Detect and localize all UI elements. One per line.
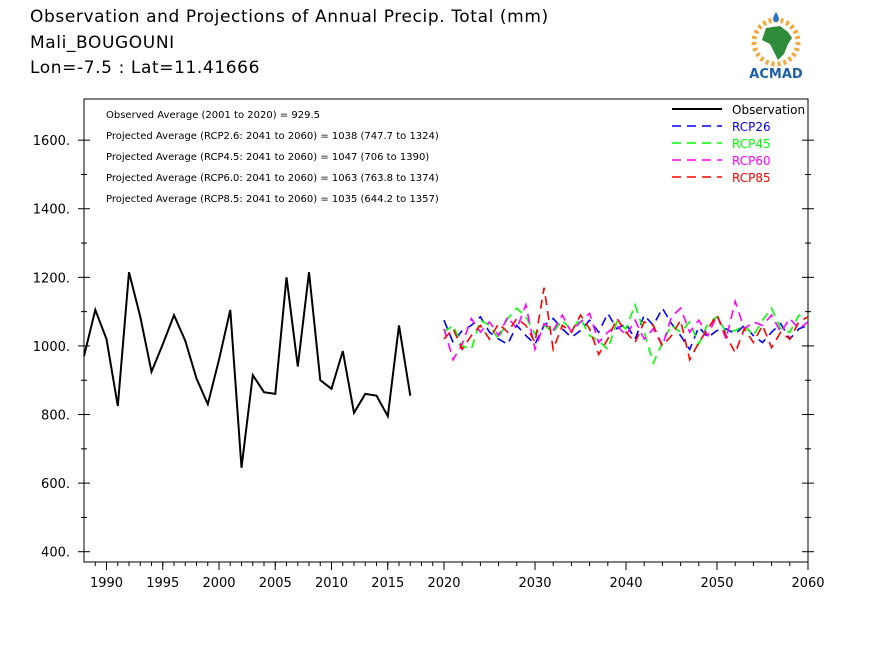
legend-label: RCP45	[732, 137, 771, 151]
y-tick-label: 400.	[41, 546, 70, 561]
x-tick-label: 2010	[315, 576, 348, 591]
y-tick-label: 1200.	[33, 271, 70, 286]
chart-legend: Observation RCP26 RCP45 RCP60 RCP85	[672, 103, 805, 185]
annotation-text: Observed Average (2001 to 2020) = 929.5	[106, 110, 320, 121]
y-tick-label: 1000.	[33, 340, 70, 355]
series-line-rcp85	[443, 287, 809, 362]
legend-label: RCP60	[732, 154, 771, 168]
legend-label: RCP85	[732, 171, 771, 185]
x-tick-label: 2005	[259, 576, 292, 591]
annotation-text: Projected Average (RCP6.0: 2041 to 2060)…	[106, 173, 439, 184]
x-tick-label: 2050	[700, 576, 733, 591]
chart-title: Observation and Projections of Annual Pr…	[30, 7, 549, 27]
logo-text: ACMAD	[749, 67, 803, 82]
x-tick-label: 2020	[427, 576, 460, 591]
x-tick-label: 1995	[146, 576, 179, 591]
x-tick-label: 1990	[90, 576, 123, 591]
y-tick-label: 1400.	[33, 203, 70, 218]
legend-label: RCP26	[732, 120, 771, 134]
x-tick-label: 2000	[202, 576, 235, 591]
coordinates-text: Lon=-7.5 : Lat=11.41666	[30, 58, 261, 78]
series-line-rcp60	[443, 298, 809, 362]
annotation-text: Projected Average (RCP2.6: 2041 to 2060)…	[106, 131, 439, 142]
series-line-rcp26	[443, 306, 809, 352]
location-name: Mali_BOUGOUNI	[30, 33, 175, 53]
y-tick-label: 600.	[41, 477, 70, 492]
chart-ticks: 400. 600. 800. 1000. 1200. 1400. 1600. 1990 1995…	[33, 134, 825, 591]
series-line-rcp45	[443, 302, 809, 366]
x-tick-label: 2015	[371, 576, 404, 591]
legend-label: Observation	[732, 103, 805, 117]
x-tick-label: 2040	[609, 576, 642, 591]
x-tick-label: 2030	[518, 576, 551, 591]
africa-map-icon: ACMAD	[749, 12, 803, 82]
annotation-text: Projected Average (RCP8.5: 2041 to 2060)…	[106, 194, 439, 205]
y-tick-label: 1600.	[33, 134, 70, 149]
y-tick-label: 800.	[41, 409, 70, 424]
plot-frame	[83, 98, 809, 563]
chart-axes	[83, 98, 809, 563]
chart-series	[83, 271, 809, 468]
acmad-logo: ACMAD	[736, 8, 816, 82]
x-tick-label: 2060	[791, 576, 824, 591]
annotation-text: Projected Average (RCP4.5: 2041 to 2060)…	[106, 152, 429, 163]
series-line-observation	[83, 271, 412, 468]
chart-annotations: Observed Average (2001 to 2020) = 929.5 P…	[106, 110, 439, 205]
